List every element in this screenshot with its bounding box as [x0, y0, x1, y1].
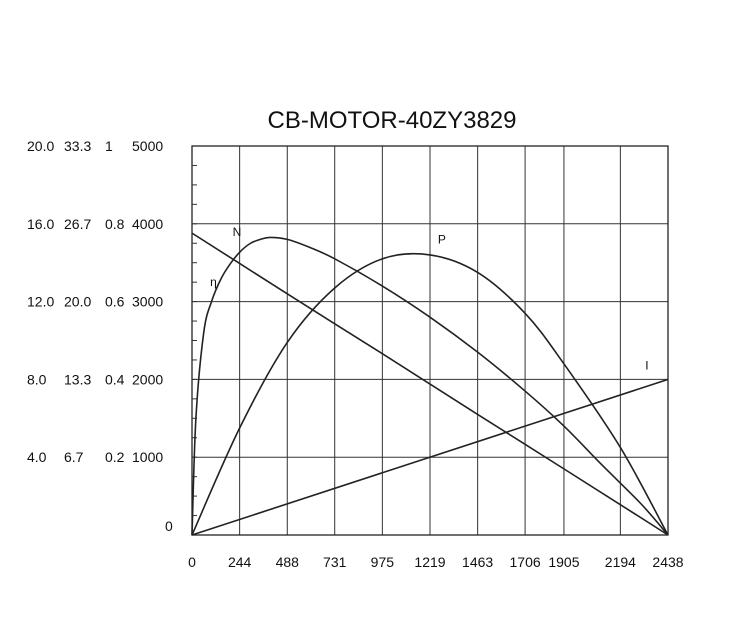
x-tick-label: 1706	[510, 554, 541, 570]
grid	[192, 146, 668, 535]
series-line-i	[191, 378, 669, 536]
curve-labels: Nη P I	[210, 225, 648, 372]
series-label: N	[233, 225, 242, 239]
minor-ticks	[192, 164, 197, 517]
y-tick-label: 1	[105, 138, 113, 154]
x-tick-label: 0	[188, 554, 196, 570]
y-tick-label: 16.0	[27, 216, 54, 232]
x-tick-label: 1463	[462, 554, 493, 570]
x-tick-label: 244	[228, 554, 252, 570]
y-tick-label: 2000	[132, 371, 163, 387]
series-line-p	[191, 252, 669, 536]
x-tick-label: 2194	[605, 554, 636, 570]
y-tick-label: 12.0	[27, 294, 54, 310]
y-tick-label: 4.0	[27, 449, 47, 465]
y-tick-label: 0.6	[105, 294, 125, 310]
y-tick-label: 8.0	[27, 371, 47, 387]
series-label: I	[645, 359, 648, 373]
y-tick-label: 3000	[132, 294, 163, 310]
x-tick-label: 1219	[414, 554, 445, 570]
x-tick-label: 975	[371, 554, 395, 570]
y-tick-label: 20.0	[27, 138, 54, 154]
x-tick-label: 731	[323, 554, 347, 570]
y-tick-label: 5000	[132, 138, 163, 154]
y-tick-label: 6.7	[64, 449, 84, 465]
y-tick-label: 33.3	[64, 138, 91, 154]
series-label: P	[438, 232, 446, 246]
x-tick-label: 1905	[548, 554, 579, 570]
y-tick-label: 0.4	[105, 371, 125, 387]
x-tick-labels: 0 244 488 731 975 1219 1463 1706 1905 2194 2438	[188, 554, 684, 570]
y-tick-label: 20.0	[64, 294, 91, 310]
y-tick-label: 0.8	[105, 216, 125, 232]
chart-title: CB-MOTOR-40ZY3829	[268, 107, 517, 134]
y-zero-label: 0	[165, 518, 173, 534]
y-tick-label: 26.7	[64, 216, 91, 232]
y-tick-label: 13.3	[64, 371, 91, 387]
x-tick-label: 488	[276, 554, 300, 570]
y-tick-label: 4000	[132, 216, 163, 232]
y-tick-labels: 4.0 8.0 12.0 16.0 20.0 6.7 13.3 20.0 26.7 33.3 0.2…	[27, 138, 173, 534]
y-tick-label: 0.2	[105, 449, 125, 465]
series-line-n	[191, 232, 669, 536]
y-tick-label: 1000	[132, 449, 163, 465]
curves	[191, 232, 669, 536]
series-line-eta	[191, 236, 669, 536]
x-tick-label: 2438	[652, 554, 683, 570]
series-label: η	[210, 275, 217, 289]
